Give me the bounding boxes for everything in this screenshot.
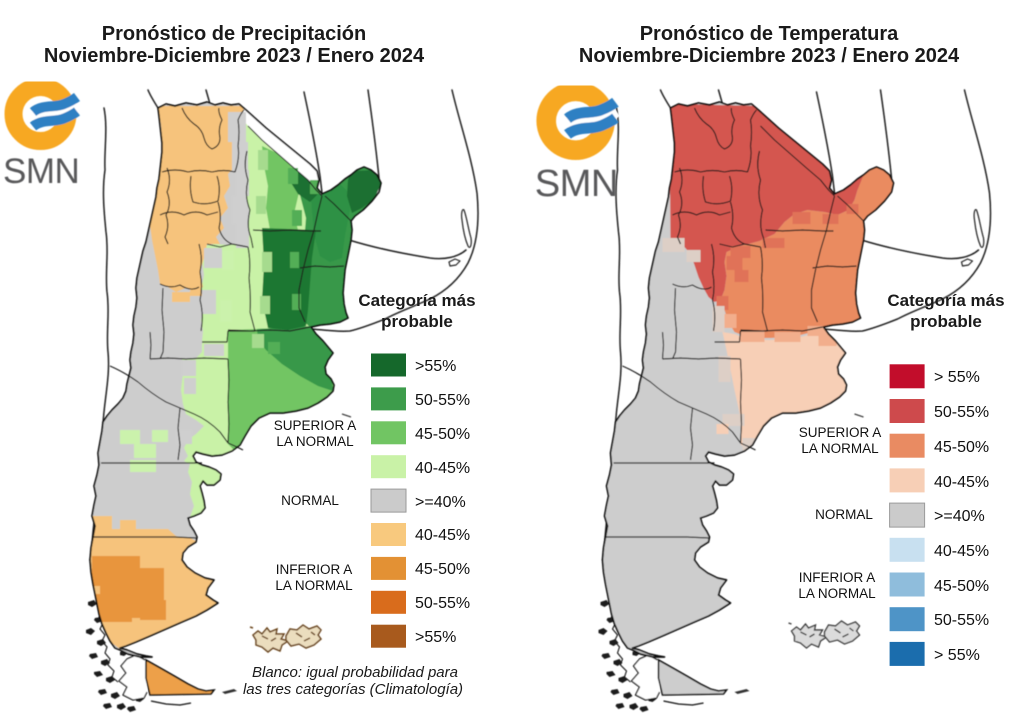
- svg-text:>55%: >55%: [415, 629, 456, 646]
- svg-text:INFERIOR A: INFERIOR A: [276, 562, 353, 577]
- svg-text:Pronóstico de Precipitación: Pronóstico de Precipitación: [102, 23, 367, 45]
- svg-text:> 55%: > 55%: [934, 369, 980, 386]
- svg-text:Pronóstico de Temperatura: Pronóstico de Temperatura: [640, 23, 899, 45]
- svg-text:Categoría más: Categoría más: [358, 291, 475, 310]
- svg-text:las tres categorías (Climatolo: las tres categorías (Climatología): [243, 681, 463, 698]
- svg-text:LA NORMAL: LA NORMAL: [798, 586, 876, 601]
- svg-text:50-55%: 50-55%: [934, 612, 989, 629]
- svg-text:NORMAL: NORMAL: [815, 507, 873, 522]
- svg-text:50-55%: 50-55%: [415, 392, 470, 409]
- svg-text:> 55%: > 55%: [934, 647, 980, 664]
- svg-text:LA NORMAL: LA NORMAL: [276, 434, 354, 449]
- svg-text:>55%: >55%: [415, 358, 456, 375]
- svg-text:45-50%: 45-50%: [934, 439, 989, 456]
- svg-text:LA NORMAL: LA NORMAL: [801, 441, 879, 456]
- svg-text:probable: probable: [381, 312, 453, 331]
- svg-text:probable: probable: [910, 312, 982, 331]
- svg-text:>=40%: >=40%: [934, 508, 985, 525]
- svg-text:INFERIOR A: INFERIOR A: [799, 570, 876, 585]
- svg-text:50-55%: 50-55%: [934, 404, 989, 421]
- svg-text:45-50%: 45-50%: [415, 426, 470, 443]
- svg-text:Categoría más: Categoría más: [887, 291, 1004, 310]
- svg-text:LA NORMAL: LA NORMAL: [275, 578, 353, 593]
- svg-text:SUPERIOR A: SUPERIOR A: [274, 418, 357, 433]
- svg-text:40-45%: 40-45%: [934, 474, 989, 491]
- svg-text:40-45%: 40-45%: [934, 543, 989, 560]
- svg-text:40-45%: 40-45%: [415, 527, 470, 544]
- svg-text:50-55%: 50-55%: [415, 595, 470, 612]
- svg-text:Noviembre-Diciembre 2023 / Ene: Noviembre-Diciembre 2023 / Enero 2024: [44, 45, 425, 67]
- svg-text:45-50%: 45-50%: [934, 578, 989, 595]
- svg-text:SUPERIOR A: SUPERIOR A: [799, 425, 882, 440]
- svg-text:Blanco: igual probabilidad par: Blanco: igual probabilidad para: [252, 664, 458, 681]
- svg-text:40-45%: 40-45%: [415, 460, 470, 477]
- svg-text:Noviembre-Diciembre 2023 / Ene: Noviembre-Diciembre 2023 / Enero 2024: [579, 45, 960, 67]
- svg-text:NORMAL: NORMAL: [281, 493, 339, 508]
- svg-text:45-50%: 45-50%: [415, 561, 470, 578]
- svg-text:>=40%: >=40%: [415, 494, 466, 511]
